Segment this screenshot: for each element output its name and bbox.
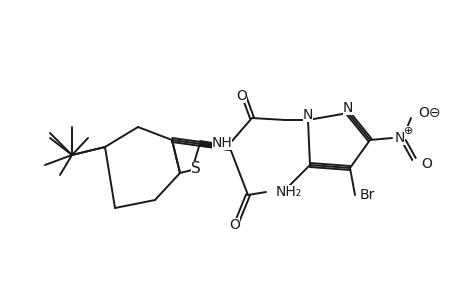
Text: N: N <box>394 131 404 145</box>
Text: ⊕: ⊕ <box>403 126 413 136</box>
Text: O: O <box>236 89 247 103</box>
Text: N: N <box>302 108 313 122</box>
Text: O: O <box>229 218 240 232</box>
Text: N: N <box>342 101 353 115</box>
Text: O⊖: O⊖ <box>417 106 440 120</box>
Text: S: S <box>190 160 201 175</box>
Text: NH₂: NH₂ <box>275 185 302 199</box>
Text: O: O <box>420 157 431 171</box>
Text: NH: NH <box>211 136 232 150</box>
Text: Br: Br <box>359 188 375 202</box>
